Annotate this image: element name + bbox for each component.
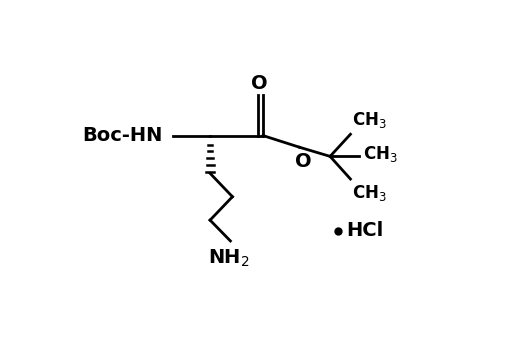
Text: CH$_3$: CH$_3$: [352, 183, 387, 203]
Text: O: O: [295, 152, 311, 171]
Text: HCl: HCl: [346, 221, 384, 240]
Text: NH$_2$: NH$_2$: [207, 247, 249, 268]
Text: Boc-HN: Boc-HN: [82, 126, 162, 145]
Text: CH$_3$: CH$_3$: [363, 144, 397, 164]
Text: CH$_3$: CH$_3$: [352, 110, 387, 130]
Text: O: O: [251, 74, 268, 93]
